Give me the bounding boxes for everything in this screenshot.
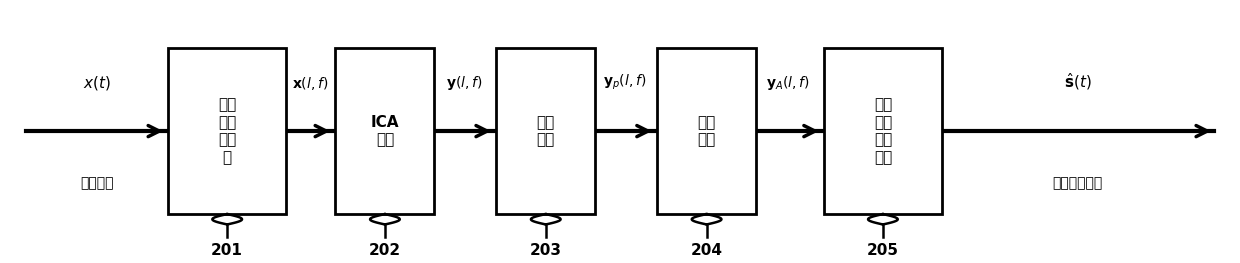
Text: $\mathbf{y}(l,f)$: $\mathbf{y}(l,f)$ (446, 74, 482, 92)
Text: $x(t)$: $x(t)$ (83, 74, 110, 92)
FancyBboxPatch shape (657, 48, 756, 214)
Text: 幅度
调整: 幅度 调整 (697, 115, 715, 147)
Text: 204: 204 (691, 243, 723, 258)
Text: $\mathbf{x}(l,f)$: $\mathbf{x}(l,f)$ (293, 75, 329, 92)
Text: 203: 203 (529, 243, 562, 258)
Text: $\hat{\mathbf{s}}(t)$: $\hat{\mathbf{s}}(t)$ (1064, 71, 1091, 92)
Text: 观测信号: 观测信号 (79, 176, 113, 190)
FancyBboxPatch shape (825, 48, 941, 214)
Text: 声源估计信号: 声源估计信号 (1053, 176, 1102, 190)
Text: ICA
分离: ICA 分离 (371, 115, 399, 147)
Text: $\mathbf{y}_p(l,f)$: $\mathbf{y}_p(l,f)$ (604, 73, 646, 92)
FancyBboxPatch shape (496, 48, 595, 214)
Text: 短时
傅里
叶变
换: 短时 傅里 叶变 换 (218, 98, 237, 165)
FancyBboxPatch shape (336, 48, 434, 214)
Text: $\mathbf{y}_A(l,f)$: $\mathbf{y}_A(l,f)$ (766, 74, 810, 92)
Text: 201: 201 (211, 243, 243, 258)
FancyBboxPatch shape (169, 48, 286, 214)
Text: 逆短
时傅
里叶
变换: 逆短 时傅 里叶 变换 (874, 98, 892, 165)
Text: 202: 202 (368, 243, 401, 258)
Text: 顺序
调整: 顺序 调整 (537, 115, 554, 147)
Text: 205: 205 (867, 243, 899, 258)
